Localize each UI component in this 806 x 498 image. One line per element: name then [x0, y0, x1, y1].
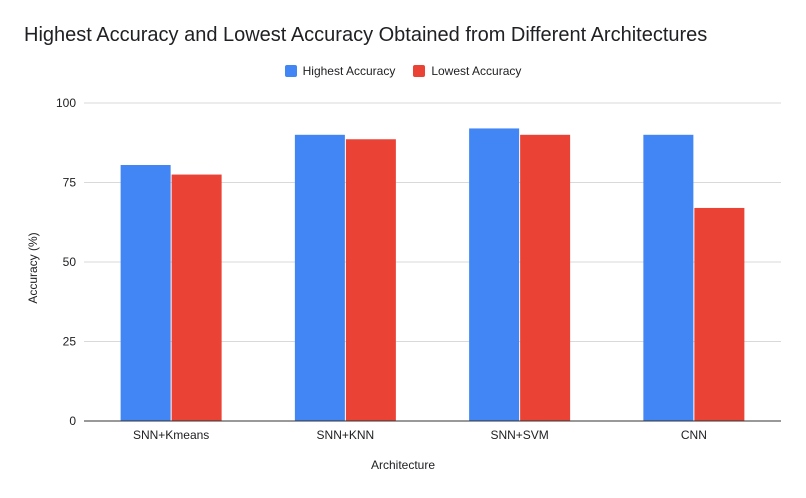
bar-lowest-0	[171, 174, 222, 421]
y-tick-label-100: 100	[56, 96, 76, 110]
bar-lowest-3	[694, 207, 745, 421]
bar-highest-3	[643, 134, 694, 422]
bar-lowest-2	[520, 134, 571, 422]
legend-swatch-lowest	[413, 65, 426, 77]
x-tick-label-2: SNN+SVM	[490, 428, 548, 442]
legend: Highest Accuracy Lowest Accuracy	[0, 64, 806, 78]
y-tick-label-0: 0	[69, 414, 76, 428]
legend-label-highest: Highest Accuracy	[302, 64, 396, 78]
chart-title: Highest Accuracy and Lowest Accuracy Obt…	[24, 24, 708, 46]
x-tick-label-0: SNN+Kmeans	[133, 428, 209, 442]
legend-item-highest[interactable]: Highest Accuracy	[284, 64, 396, 78]
legend-swatch-highest	[284, 65, 297, 77]
bar-lowest-1	[345, 139, 396, 421]
bar-highest-1	[294, 134, 345, 422]
x-tick-label-3: CNN	[681, 428, 707, 442]
x-tick-label-1: SNN+KNN	[317, 428, 375, 442]
x-axis-label: Architecture	[370, 458, 436, 472]
bar-highest-2	[469, 128, 520, 421]
bar-highest-0	[120, 165, 171, 421]
y-tick-label-75: 75	[63, 176, 77, 190]
legend-label-lowest: Lowest Accuracy	[431, 64, 522, 78]
y-tick-label-50: 50	[63, 255, 77, 269]
legend-item-lowest[interactable]: Lowest Accuracy	[413, 64, 521, 78]
y-tick-label-25: 25	[63, 335, 77, 349]
